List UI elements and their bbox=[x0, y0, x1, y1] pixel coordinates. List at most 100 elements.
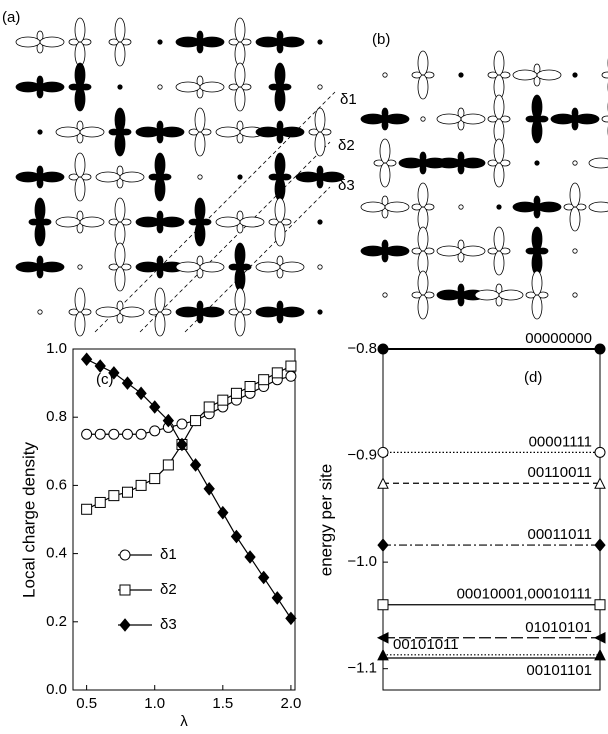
lobe bbox=[436, 245, 462, 257]
lobe bbox=[74, 176, 86, 202]
marker bbox=[135, 428, 147, 440]
lobe bbox=[194, 197, 206, 223]
orbital bbox=[157, 84, 163, 90]
marker bbox=[377, 477, 389, 489]
lobe bbox=[15, 36, 41, 48]
level-label: 00011011 bbox=[527, 526, 592, 543]
orbital bbox=[255, 255, 305, 279]
y-tick-label: 0.4 bbox=[46, 545, 67, 562]
lobe bbox=[199, 306, 225, 318]
marker bbox=[244, 381, 256, 393]
marker bbox=[593, 631, 606, 644]
lobe bbox=[135, 126, 161, 138]
level-label: 00101101 bbox=[526, 662, 592, 679]
lobe bbox=[74, 287, 86, 313]
orbital bbox=[572, 160, 578, 166]
marker bbox=[108, 366, 120, 380]
site-dot bbox=[37, 129, 43, 135]
lobe bbox=[314, 131, 326, 157]
site-dot bbox=[458, 204, 464, 210]
lobe bbox=[531, 294, 543, 320]
orbital bbox=[487, 50, 511, 100]
lobe bbox=[574, 113, 600, 125]
lobe bbox=[460, 157, 486, 169]
lobe bbox=[159, 126, 185, 138]
marker bbox=[149, 473, 161, 485]
site-dot bbox=[117, 84, 123, 90]
series-line bbox=[86, 375, 292, 435]
x-tick-label: 0.5 bbox=[76, 695, 97, 712]
site-dot bbox=[317, 264, 323, 270]
orbital bbox=[317, 84, 323, 90]
lobe bbox=[274, 221, 286, 247]
orbital bbox=[188, 197, 212, 247]
lobe bbox=[274, 62, 286, 88]
panel-label: (d) bbox=[524, 369, 542, 386]
site-dot bbox=[317, 219, 323, 225]
lobe bbox=[39, 36, 65, 48]
marker bbox=[108, 428, 120, 440]
lobe bbox=[384, 113, 410, 125]
lobe bbox=[234, 311, 246, 337]
orbital bbox=[197, 174, 203, 180]
orbital bbox=[228, 17, 252, 67]
orbital bbox=[308, 107, 332, 157]
orbital bbox=[15, 30, 65, 54]
orbital bbox=[37, 309, 43, 315]
lobe bbox=[175, 261, 201, 273]
orbital bbox=[77, 264, 83, 270]
orbital bbox=[360, 107, 410, 131]
lobe bbox=[194, 107, 206, 133]
orbital bbox=[215, 210, 265, 234]
level-label: 01010101 bbox=[525, 619, 592, 636]
plot-frame bbox=[72, 348, 296, 691]
orbital bbox=[563, 182, 587, 232]
lobe bbox=[417, 50, 429, 76]
marker bbox=[94, 359, 106, 373]
lobe bbox=[274, 176, 286, 202]
lobe bbox=[34, 221, 46, 247]
lobe bbox=[74, 17, 86, 43]
orbital bbox=[317, 219, 323, 225]
lobe bbox=[255, 306, 281, 318]
orbital bbox=[268, 197, 292, 247]
marker bbox=[594, 648, 606, 661]
orbital bbox=[135, 210, 185, 234]
orbital bbox=[588, 201, 608, 213]
marker bbox=[377, 538, 389, 552]
dashed-line bbox=[184, 186, 331, 333]
orbital bbox=[68, 62, 92, 112]
marker bbox=[149, 400, 161, 414]
orbital bbox=[255, 120, 305, 144]
lobe bbox=[314, 107, 326, 133]
marker bbox=[81, 428, 93, 440]
lobe bbox=[417, 74, 429, 100]
marker bbox=[119, 584, 131, 596]
lobe bbox=[360, 113, 386, 125]
lobe bbox=[493, 94, 505, 120]
lobe bbox=[114, 17, 126, 43]
site-dot bbox=[382, 72, 388, 78]
orbital bbox=[117, 84, 123, 90]
legend-label: δ2 bbox=[160, 581, 177, 598]
marker bbox=[162, 413, 174, 428]
orbital bbox=[228, 62, 252, 112]
marker bbox=[285, 360, 297, 372]
site-dot bbox=[534, 160, 540, 166]
marker bbox=[135, 386, 147, 401]
lobe bbox=[34, 197, 46, 223]
marker bbox=[376, 631, 389, 644]
annotation: δ1 bbox=[340, 91, 357, 108]
orbital bbox=[420, 116, 426, 122]
lobe bbox=[274, 197, 286, 223]
lobe bbox=[588, 201, 608, 213]
y-axis-label: energy per site bbox=[316, 464, 335, 576]
lobe bbox=[199, 36, 225, 48]
orbital bbox=[55, 210, 105, 234]
marker bbox=[119, 549, 131, 561]
lobe bbox=[384, 201, 410, 213]
site-dot bbox=[317, 84, 323, 90]
site-dot bbox=[317, 309, 323, 315]
orbital bbox=[228, 287, 252, 337]
